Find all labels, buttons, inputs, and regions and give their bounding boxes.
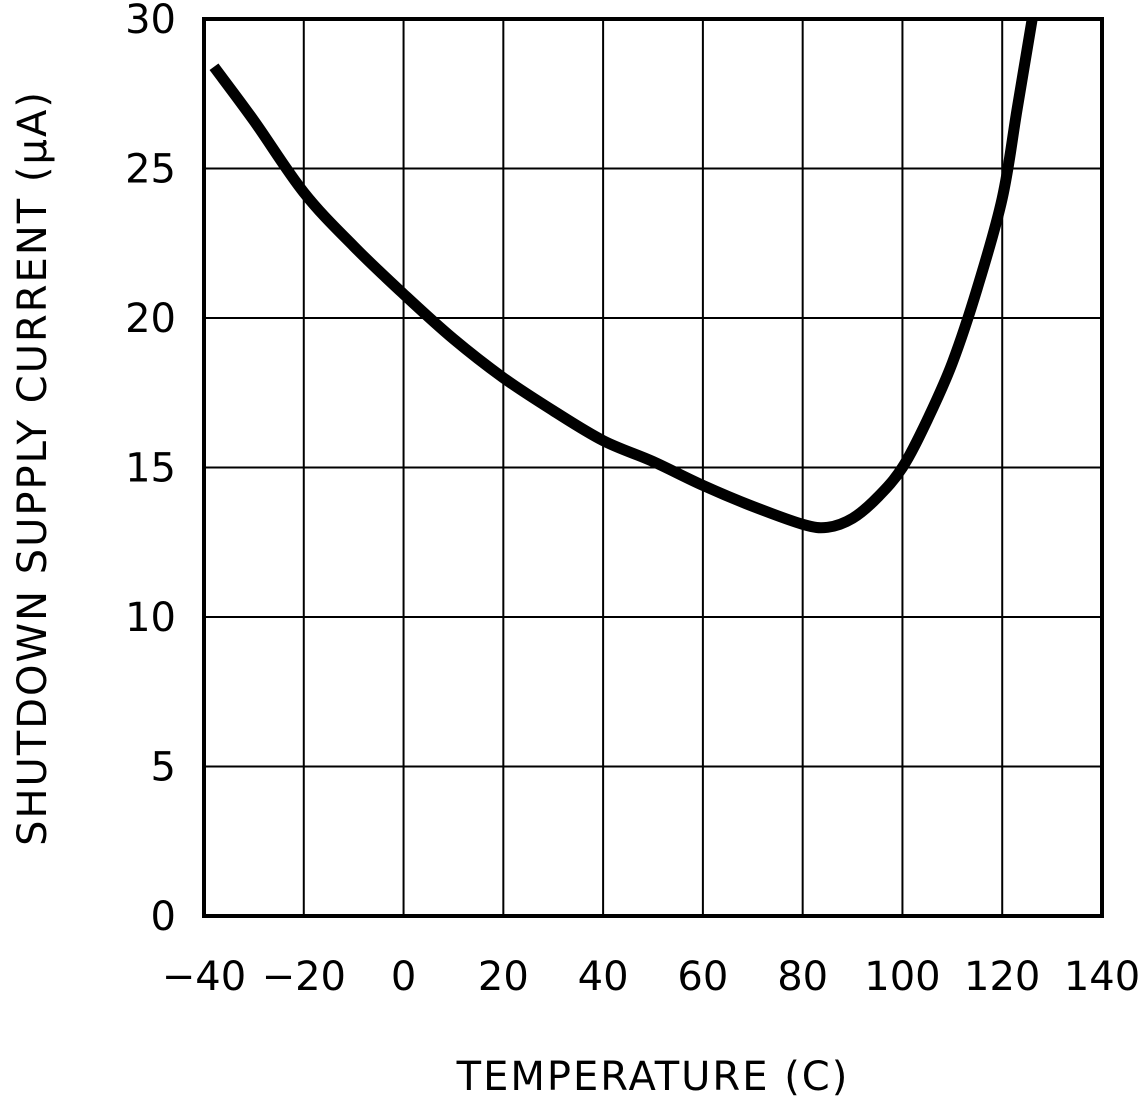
y-tick-label: 25 <box>125 147 176 193</box>
x-tick-label: −20 <box>262 954 346 1000</box>
y-tick-label: 0 <box>151 894 176 940</box>
x-tick-label: 0 <box>391 954 416 1000</box>
x-tick-label: 20 <box>478 954 529 1000</box>
x-tick-label: 40 <box>578 954 629 1000</box>
x-tick-label: 140 <box>1064 954 1140 1000</box>
y-tick-label: 10 <box>125 595 176 641</box>
x-tick-label: 80 <box>777 954 828 1000</box>
x-tick-label: 100 <box>864 954 940 1000</box>
y-axis-ticks: 0 5 10 15 20 25 30 <box>125 0 176 940</box>
plot-frame <box>202 17 1104 918</box>
y-axis-title: SHUTDOWN SUPPLY CURRENT (µA) <box>10 90 56 846</box>
y-tick-label: 5 <box>151 745 176 791</box>
x-tick-label: −40 <box>162 954 246 1000</box>
x-axis-ticks: −40 −20 0 20 40 60 80 100 120 140 <box>162 954 1140 1000</box>
data-line <box>209 18 1038 534</box>
y-tick-label: 30 <box>125 0 176 43</box>
x-tick-label: 120 <box>964 954 1040 1000</box>
x-tick-label: 60 <box>677 954 728 1000</box>
x-axis-title: TEMPERATURE (C) <box>456 1054 850 1100</box>
y-tick-label: 20 <box>125 296 176 342</box>
y-tick-label: 15 <box>125 446 176 492</box>
